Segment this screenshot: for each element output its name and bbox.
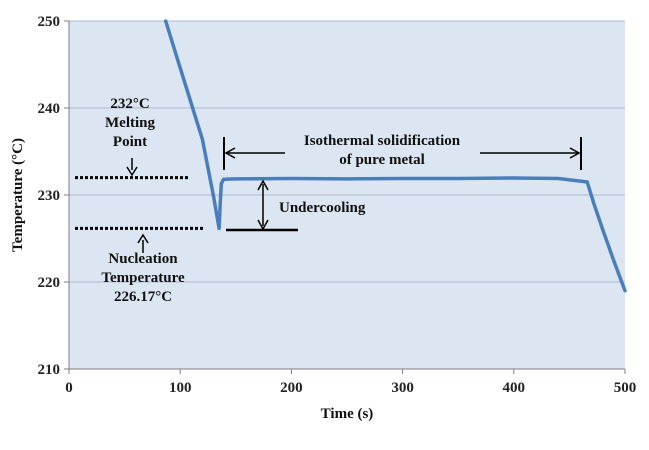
data-point-15	[557, 177, 560, 180]
y-axis-title: Temperature (°C)	[10, 138, 26, 252]
gridlines	[69, 20, 625, 283]
data-point-6	[219, 202, 222, 205]
melting-point-label-line-2: Point	[113, 134, 147, 150]
x-tick-label-300: 300	[391, 380, 414, 396]
data-point-0	[164, 19, 167, 23]
data-point-11	[345, 177, 349, 181]
data-point-1	[179, 66, 182, 70]
data-point-3	[201, 138, 204, 141]
data-point-21	[623, 289, 627, 292]
isothermal-right-arrow-head	[569, 147, 581, 159]
y-tick-label-210: 210	[38, 362, 61, 378]
data-point-13	[457, 177, 460, 180]
nucleation-label-line-1: Temperature	[101, 270, 185, 286]
annotations-layer: 232°C Melting Point Nucleation Temperature 22…	[75, 96, 582, 305]
data-point-20	[612, 259, 616, 263]
x-tick-label-500: 500	[614, 380, 637, 396]
data-point-16	[579, 179, 582, 183]
data-point-5	[217, 227, 221, 230]
series-line-0	[163, 19, 627, 293]
data-point-8	[222, 178, 225, 181]
data-point-10	[290, 177, 293, 180]
x-tick-label-0: 0	[65, 380, 73, 396]
y-tick-label-250: 250	[38, 14, 61, 30]
nucleation-label-line-2: 226.17°C	[114, 289, 172, 305]
undercooling-label: Undercooling	[279, 200, 366, 216]
data-point-17	[586, 180, 589, 184]
data-point-7	[220, 182, 223, 185]
x-tick-label-400: 400	[503, 380, 526, 396]
data-point-4	[212, 195, 215, 198]
melting-point-label-line-0: 232°C	[110, 96, 149, 112]
data-point-9	[234, 177, 237, 181]
isothermal-label-line-0: Isothermal solidification	[304, 133, 461, 149]
y-tick-label-240: 240	[38, 101, 61, 117]
melting-point-arrow-head	[126, 166, 138, 177]
undercooling-arrow-head-top	[257, 179, 269, 191]
isothermal-left-arrow-head	[224, 147, 236, 159]
x-tick-label-100: 100	[169, 380, 192, 396]
nucleation-label-line-0: Nucleation	[108, 251, 178, 267]
data-point-14	[512, 176, 515, 180]
undercooling-arrow-head-bottom	[257, 219, 269, 231]
series-layer	[163, 19, 627, 293]
isothermal-label-line-1: of pure metal	[339, 152, 425, 168]
axes	[64, 20, 626, 374]
x-axis-title: Time (s)	[321, 406, 374, 422]
x-tick-label-200: 200	[280, 380, 303, 396]
y-tick-label-220: 220	[38, 275, 61, 291]
data-point-19	[601, 228, 604, 231]
nucleation-arrow-head	[137, 233, 149, 244]
y-tick-label-230: 230	[38, 188, 61, 204]
data-point-12	[401, 177, 404, 180]
data-point-18	[592, 202, 596, 205]
data-point-2	[190, 102, 193, 105]
tick-labels: 210 220 230 240 250 0 100 200 300 400 500	[38, 14, 637, 396]
melting-point-label-line-1: Melting	[105, 115, 155, 131]
